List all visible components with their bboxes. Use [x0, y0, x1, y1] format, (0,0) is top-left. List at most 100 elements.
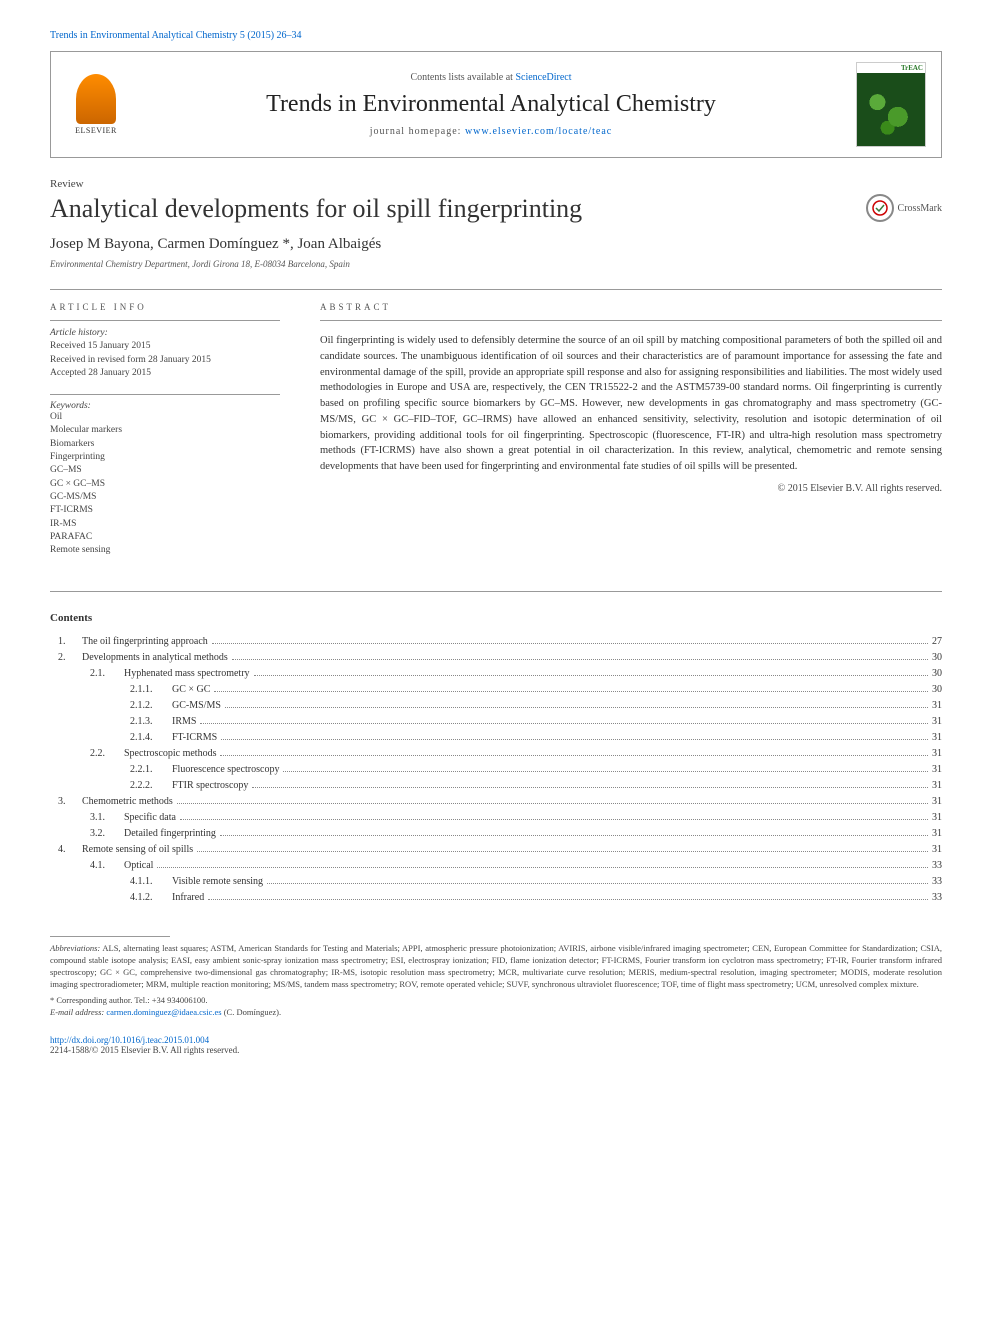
email-line: E-mail address: carmen.dominguez@idaea.c… [50, 1007, 942, 1017]
keyword: Molecular markers [50, 424, 280, 437]
journal-header-box: ELSEVIER Contents lists available at Sci… [50, 51, 942, 158]
toc-page: 30 [932, 666, 942, 682]
keyword: Fingerprinting [50, 451, 280, 464]
toc-number: 4.1. [90, 858, 116, 874]
toc-dots [214, 691, 928, 692]
toc-title: GC-MS/MS [172, 698, 221, 714]
article-type: Review [50, 178, 942, 190]
elsevier-tree-icon [76, 74, 116, 124]
abbreviations-footnote: Abbreviations: ALS, alternating least sq… [50, 943, 942, 991]
toc-row: 4.1.2.Infrared33 [50, 890, 942, 906]
toc-row: 2.1.1. GC × GC 30 [50, 682, 942, 698]
abstract-label: ABSTRACT [320, 302, 942, 312]
toc-row: 3.1.Specific data31 [50, 810, 942, 826]
toc-dots [232, 659, 928, 660]
toc-dots [177, 803, 928, 804]
toc-page: 33 [932, 858, 942, 874]
toc-title: GC × GC [172, 682, 210, 698]
toc-dots [208, 899, 928, 900]
toc-title: Infrared [172, 890, 204, 906]
toc-dots [283, 771, 928, 772]
toc-page: 30 [932, 682, 942, 698]
toc-row: 1.The oil fingerprinting approach27 [50, 634, 942, 650]
toc-dots [180, 819, 928, 820]
journal-homepage-link[interactable]: www.elsevier.com/locate/teac [465, 126, 612, 137]
toc-number: 4.1.1. [130, 874, 164, 890]
toc-dots [252, 787, 928, 788]
toc-number: 2. [58, 650, 74, 666]
toc-number: 2.1.3. [130, 714, 164, 730]
sciencedirect-link[interactable]: ScienceDirect [515, 72, 571, 83]
doi-link[interactable]: http://dx.doi.org/10.1016/j.teac.2015.01… [50, 1035, 209, 1045]
toc-title: Remote sensing of oil spills [82, 842, 193, 858]
keywords-label: Keywords: [50, 401, 280, 411]
toc-title: Specific data [124, 810, 176, 826]
toc-row: 2.2.2.FTIR spectroscopy31 [50, 778, 942, 794]
toc-dots [220, 835, 928, 836]
toc-title: FT-ICRMS [172, 730, 217, 746]
footnote-divider [50, 936, 170, 937]
toc-number: 2.1.4. [130, 730, 164, 746]
toc-row: 2.2.1. Fluorescence spectroscopy 31 [50, 762, 942, 778]
corresponding-author: * Corresponding author. Tel.: +34 934006… [50, 995, 942, 1005]
accepted-date: Accepted 28 January 2015 [50, 367, 280, 380]
toc-title: Visible remote sensing [172, 874, 263, 890]
toc-number: 2.2.2. [130, 778, 164, 794]
email-suffix: (C. Domínguez). [224, 1007, 281, 1017]
toc-dots [254, 675, 928, 676]
toc-page: 31 [932, 714, 942, 730]
toc-number: 2.2.1. [130, 762, 164, 778]
abstract-divider [320, 320, 942, 321]
toc-dots [212, 643, 928, 644]
top-journal-link[interactable]: Trends in Environmental Analytical Chemi… [50, 30, 237, 41]
abbreviations-label: Abbreviations: [50, 943, 100, 953]
toc-title: Hyphenated mass spectrometry [124, 666, 250, 682]
toc-page: 31 [932, 698, 942, 714]
toc-number: 1. [58, 634, 74, 650]
issn-copyright: 2214-1588/© 2015 Elsevier B.V. All right… [50, 1045, 239, 1055]
article-info-column: ARTICLE INFO Article history: Received 1… [50, 302, 280, 571]
keyword: GC × GC–MS [50, 478, 280, 491]
keyword: Biomarkers [50, 438, 280, 451]
crossmark-icon [866, 194, 894, 222]
toc-number: 2.1.2. [130, 698, 164, 714]
toc-row: 2.1. Hyphenated mass spectrometry 30 [50, 666, 942, 682]
toc-number: 2.2. [90, 746, 116, 762]
crossmark-badge[interactable]: CrossMark [866, 194, 942, 222]
top-journal-reference: Trends in Environmental Analytical Chemi… [50, 30, 942, 41]
journal-name: Trends in Environmental Analytical Chemi… [141, 91, 841, 118]
toc-number: 4. [58, 842, 74, 858]
toc-title: IRMS [172, 714, 196, 730]
toc-page: 31 [932, 778, 942, 794]
header-middle: Contents lists available at ScienceDirec… [141, 72, 841, 137]
divider [50, 289, 942, 290]
toc-dots [267, 883, 928, 884]
toc-page: 31 [932, 762, 942, 778]
toc-number: 2.1.1. [130, 682, 164, 698]
cover-label: TrEAC [857, 63, 925, 73]
article-info-label: ARTICLE INFO [50, 302, 280, 312]
toc-number: 2.1. [90, 666, 116, 682]
abstract-text: Oil fingerprinting is widely used to def… [320, 333, 942, 475]
article-title: Analytical developments for oil spill fi… [50, 194, 582, 224]
toc-row: 4.1.1.Visible remote sensing33 [50, 874, 942, 890]
toc-dots [200, 723, 928, 724]
keyword: Oil [50, 411, 280, 424]
toc-row: 2.1.4. FT-ICRMS 31 [50, 730, 942, 746]
toc-row: 2.1.3. IRMS 31 [50, 714, 942, 730]
email-link[interactable]: carmen.dominguez@idaea.csic.es [106, 1007, 221, 1017]
elsevier-logo: ELSEVIER [66, 67, 126, 142]
toc-number: 3.2. [90, 826, 116, 842]
keyword: GC-MS/MS [50, 491, 280, 504]
toc-page: 31 [932, 842, 942, 858]
toc-page: 31 [932, 810, 942, 826]
toc-title: Fluorescence spectroscopy [172, 762, 279, 778]
toc-row: 3.2.Detailed fingerprinting31 [50, 826, 942, 842]
toc-dots [225, 707, 928, 708]
toc-page: 31 [932, 730, 942, 746]
keywords-block: Keywords: OilMolecular markersBiomarkers… [50, 394, 280, 557]
toc-title: Developments in analytical methods [82, 650, 228, 666]
keyword: IR-MS [50, 518, 280, 531]
history-label: Article history: [50, 327, 280, 340]
email-label: E-mail address: [50, 1007, 104, 1017]
